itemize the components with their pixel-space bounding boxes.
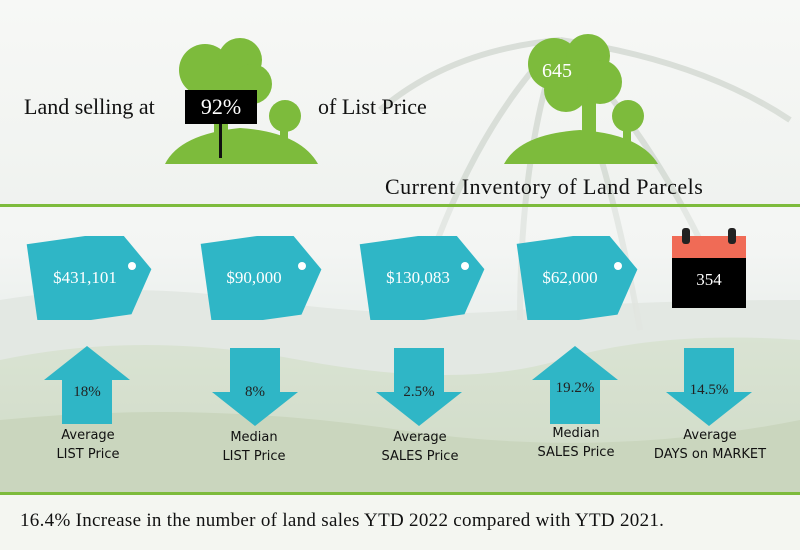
caption-line1: Average xyxy=(61,428,115,443)
tag-average-sales-price: $130,083 xyxy=(386,268,450,287)
tag-median-sales-price: $62,000 xyxy=(542,268,598,287)
arrow-down-icon xyxy=(666,348,752,426)
arrow-down-icon xyxy=(376,348,462,426)
change-median-list-price: 8% xyxy=(245,384,265,400)
land-selling-percent-sign: 92% xyxy=(185,90,257,124)
tag-median-list-price: $90,000 xyxy=(226,268,282,287)
inventory-caption: Current Inventory of Land Parcels xyxy=(385,174,704,199)
caption-line2: LIST Price xyxy=(56,447,120,462)
caption-line1: Average xyxy=(393,430,447,445)
price-tag-icon xyxy=(26,236,152,320)
footer-band xyxy=(0,495,800,550)
price-tag-icon xyxy=(516,236,638,320)
caption-average-sales-price: Average SALES Price xyxy=(350,428,490,466)
arrow-down-icon xyxy=(212,348,298,426)
land-selling-suffix: of List Price xyxy=(318,94,427,119)
caption-line1: Median xyxy=(552,426,600,441)
caption-average-list-price: Average LIST Price xyxy=(18,426,158,464)
footer-summary: 16.4% Increase in the number of land sal… xyxy=(20,510,665,531)
calendar-icon xyxy=(672,228,746,308)
calendar-days-value: 354 xyxy=(696,270,722,289)
tree-icon xyxy=(504,34,658,164)
change-median-sales-price: 19.2% xyxy=(555,380,595,396)
caption-median-sales-price: Median SALES Price xyxy=(506,424,646,462)
caption-average-days-on-market: Average DAYS on MARKET xyxy=(640,426,780,464)
caption-line2: SALES Price xyxy=(537,445,615,460)
caption-line1: Median xyxy=(230,430,278,445)
caption-line2: SALES Price xyxy=(381,449,459,464)
arrow-up-icon xyxy=(44,346,130,424)
price-tag-icon xyxy=(200,236,322,320)
caption-line2: LIST Price xyxy=(222,449,286,464)
change-average-days-on-market: 14.5% xyxy=(689,382,729,398)
inventory-count: 645 xyxy=(542,60,572,82)
divider-top xyxy=(0,204,800,207)
tree-icon xyxy=(165,38,318,164)
land-selling-prefix: Land selling at xyxy=(24,94,155,119)
caption-line1: Average xyxy=(683,428,737,443)
change-average-list-price: 18% xyxy=(73,384,101,400)
price-tag-icon xyxy=(359,236,485,320)
tag-average-list-price: $431,101 xyxy=(53,268,117,287)
caption-line2: DAYS on MARKET xyxy=(653,447,767,462)
divider-bottom xyxy=(0,492,800,495)
arrow-up-icon xyxy=(532,346,618,424)
caption-median-list-price: Median LIST Price xyxy=(184,428,324,466)
change-average-sales-price: 2.5% xyxy=(403,384,435,400)
